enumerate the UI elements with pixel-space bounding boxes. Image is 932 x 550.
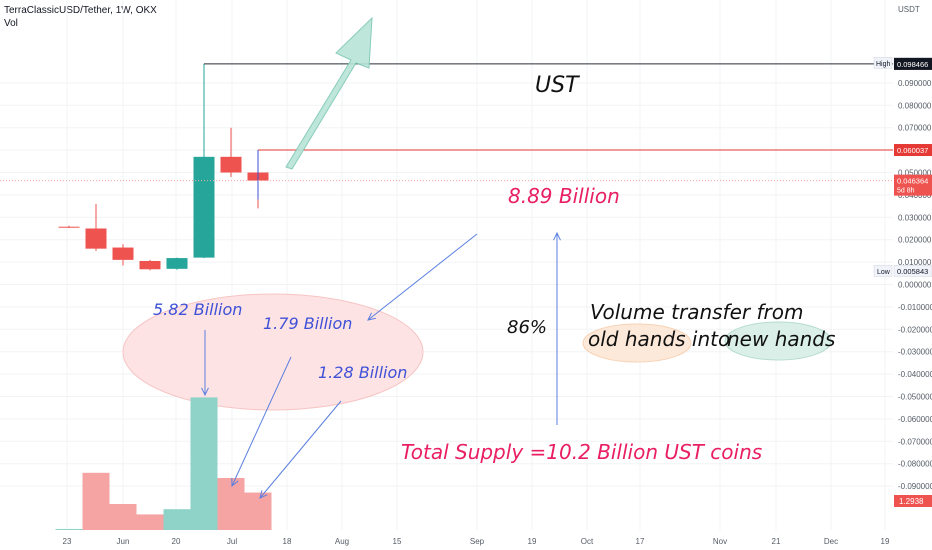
price-tick-label: 0.050000 xyxy=(898,169,932,178)
arrow-128-head xyxy=(259,490,268,499)
price-tick-label: 0.080000 xyxy=(898,101,932,110)
price-tick-label: -0.040000 xyxy=(898,370,932,379)
arrow-128 xyxy=(259,400,342,499)
time-tick-label: Aug xyxy=(335,537,349,546)
price-tick-label: -0.010000 xyxy=(898,303,932,312)
price-tick-label: -0.050000 xyxy=(898,393,932,402)
time-tick-label: Sep xyxy=(470,537,485,546)
currency-label: USDT xyxy=(898,5,920,14)
transfer-new-hands: new hands xyxy=(727,327,835,351)
volume-bar xyxy=(244,492,272,530)
chart-header-vol: Vol xyxy=(4,18,18,29)
low-value-box xyxy=(893,265,932,277)
price-tick-label: 0.000000 xyxy=(898,281,932,290)
red-value: 0.060037 xyxy=(897,146,928,155)
candle-body xyxy=(166,258,188,269)
price-level-lines xyxy=(0,63,893,200)
volume-bar xyxy=(55,528,83,530)
transfer-line1: Volume transfer from xyxy=(590,300,803,324)
annotation-texts: UST 8.89 Billion 5.82 Billion 1.79 Billion 1… xyxy=(153,73,835,464)
countdown-value: 5d 8h xyxy=(897,188,915,195)
price-tick-label: -0.080000 xyxy=(898,460,932,469)
price-tick-label: 0.030000 xyxy=(898,213,932,222)
chart-header-symbol: TerraClassicUSD/Tether, 1W, OKX xyxy=(4,5,157,16)
price-tick-label: 0.070000 xyxy=(898,124,932,133)
time-axis[interactable]: 23 Jun 20 Jul 18 Aug 15 Sep 19 Oct 17 Nov 21 Dec 19 xyxy=(63,537,890,546)
total-supply-label: Total Supply =10.2 Billion UST coins xyxy=(401,440,762,464)
time-tick-label: 21 xyxy=(772,537,781,546)
candle-body xyxy=(58,226,80,228)
price-tick-label: 0.090000 xyxy=(898,79,932,88)
old-hands-ellipse xyxy=(582,323,692,363)
annotation-arrows xyxy=(201,16,561,499)
volume-bar xyxy=(217,478,245,530)
high-tag-box xyxy=(873,57,893,69)
time-tick-label: 15 xyxy=(393,537,402,546)
level-value: 0.098466 xyxy=(897,60,928,69)
arrow-up-889-head xyxy=(553,231,561,241)
big-up-arrow xyxy=(285,16,373,170)
time-tick-label: 23 xyxy=(63,537,72,546)
low-tag: Low xyxy=(877,269,891,276)
candle-body xyxy=(112,247,134,260)
candles-layer xyxy=(58,63,269,271)
volume-bars xyxy=(55,397,272,530)
price-tick-label: 0.010000 xyxy=(898,258,932,267)
time-tick-label: Jun xyxy=(117,537,130,546)
candle-body xyxy=(139,260,161,270)
red-value-box xyxy=(894,144,932,157)
volume-bar xyxy=(109,504,137,530)
candle-body xyxy=(85,228,107,249)
new-hands-ellipse xyxy=(724,321,832,361)
high-tag: High xyxy=(876,61,891,68)
time-tick-label: 18 xyxy=(283,537,292,546)
price-axis[interactable]: 0.0900000.0800000.0700000.0600000.050000… xyxy=(873,5,932,507)
time-tick-label: 19 xyxy=(881,537,890,546)
last-price-value: 0.046364 xyxy=(897,177,928,186)
transfer-old-hands: old hands into xyxy=(588,327,730,351)
annotation-ellipses xyxy=(122,293,832,411)
time-tick-label: Nov xyxy=(713,537,727,546)
volume-bar xyxy=(163,509,191,530)
volume-ellipse xyxy=(122,293,424,411)
volume-bar xyxy=(82,472,110,530)
low-value: 0.005843 xyxy=(897,267,928,276)
candle-body xyxy=(220,156,242,173)
price-tick-label: -0.020000 xyxy=(898,325,932,334)
time-tick-label: Oct xyxy=(581,537,594,546)
time-tick-label: Dec xyxy=(824,537,838,546)
volume-value: 1.2938 xyxy=(899,497,924,506)
price-tick-label: 0.020000 xyxy=(898,236,932,245)
price-tick-label: -0.030000 xyxy=(898,348,932,357)
billion-128-label: 1.28 Billion xyxy=(318,363,407,382)
time-tick-label: 19 xyxy=(528,537,537,546)
level-value-box xyxy=(894,57,932,70)
price-tick-label: -0.090000 xyxy=(898,482,932,491)
time-tick-label: 17 xyxy=(636,537,645,546)
billion-889-label: 8.89 Billion xyxy=(508,184,620,208)
candle-body xyxy=(193,156,215,258)
volume-bar xyxy=(136,514,164,530)
volume-bar xyxy=(190,397,218,530)
arrow-582-head xyxy=(201,387,209,397)
percent-label: 86% xyxy=(507,317,547,338)
ust-label: UST xyxy=(535,73,580,98)
billion-179-label: 1.79 Billion xyxy=(263,314,352,333)
billion-582-label: 5.82 Billion xyxy=(153,300,242,319)
arrow-179-head xyxy=(231,477,239,488)
price-tick-label: -0.060000 xyxy=(898,415,932,424)
time-tick-label: Jul xyxy=(227,537,237,546)
time-tick-label: 20 xyxy=(172,537,181,546)
arrow-to-179-head xyxy=(367,312,376,321)
price-tick-label: -0.070000 xyxy=(898,437,932,446)
arrow-to-179 xyxy=(367,233,478,321)
low-tag-box xyxy=(873,265,893,277)
volume-value-box xyxy=(894,495,932,507)
arrow-179 xyxy=(231,356,292,487)
last-price-box xyxy=(894,174,932,196)
